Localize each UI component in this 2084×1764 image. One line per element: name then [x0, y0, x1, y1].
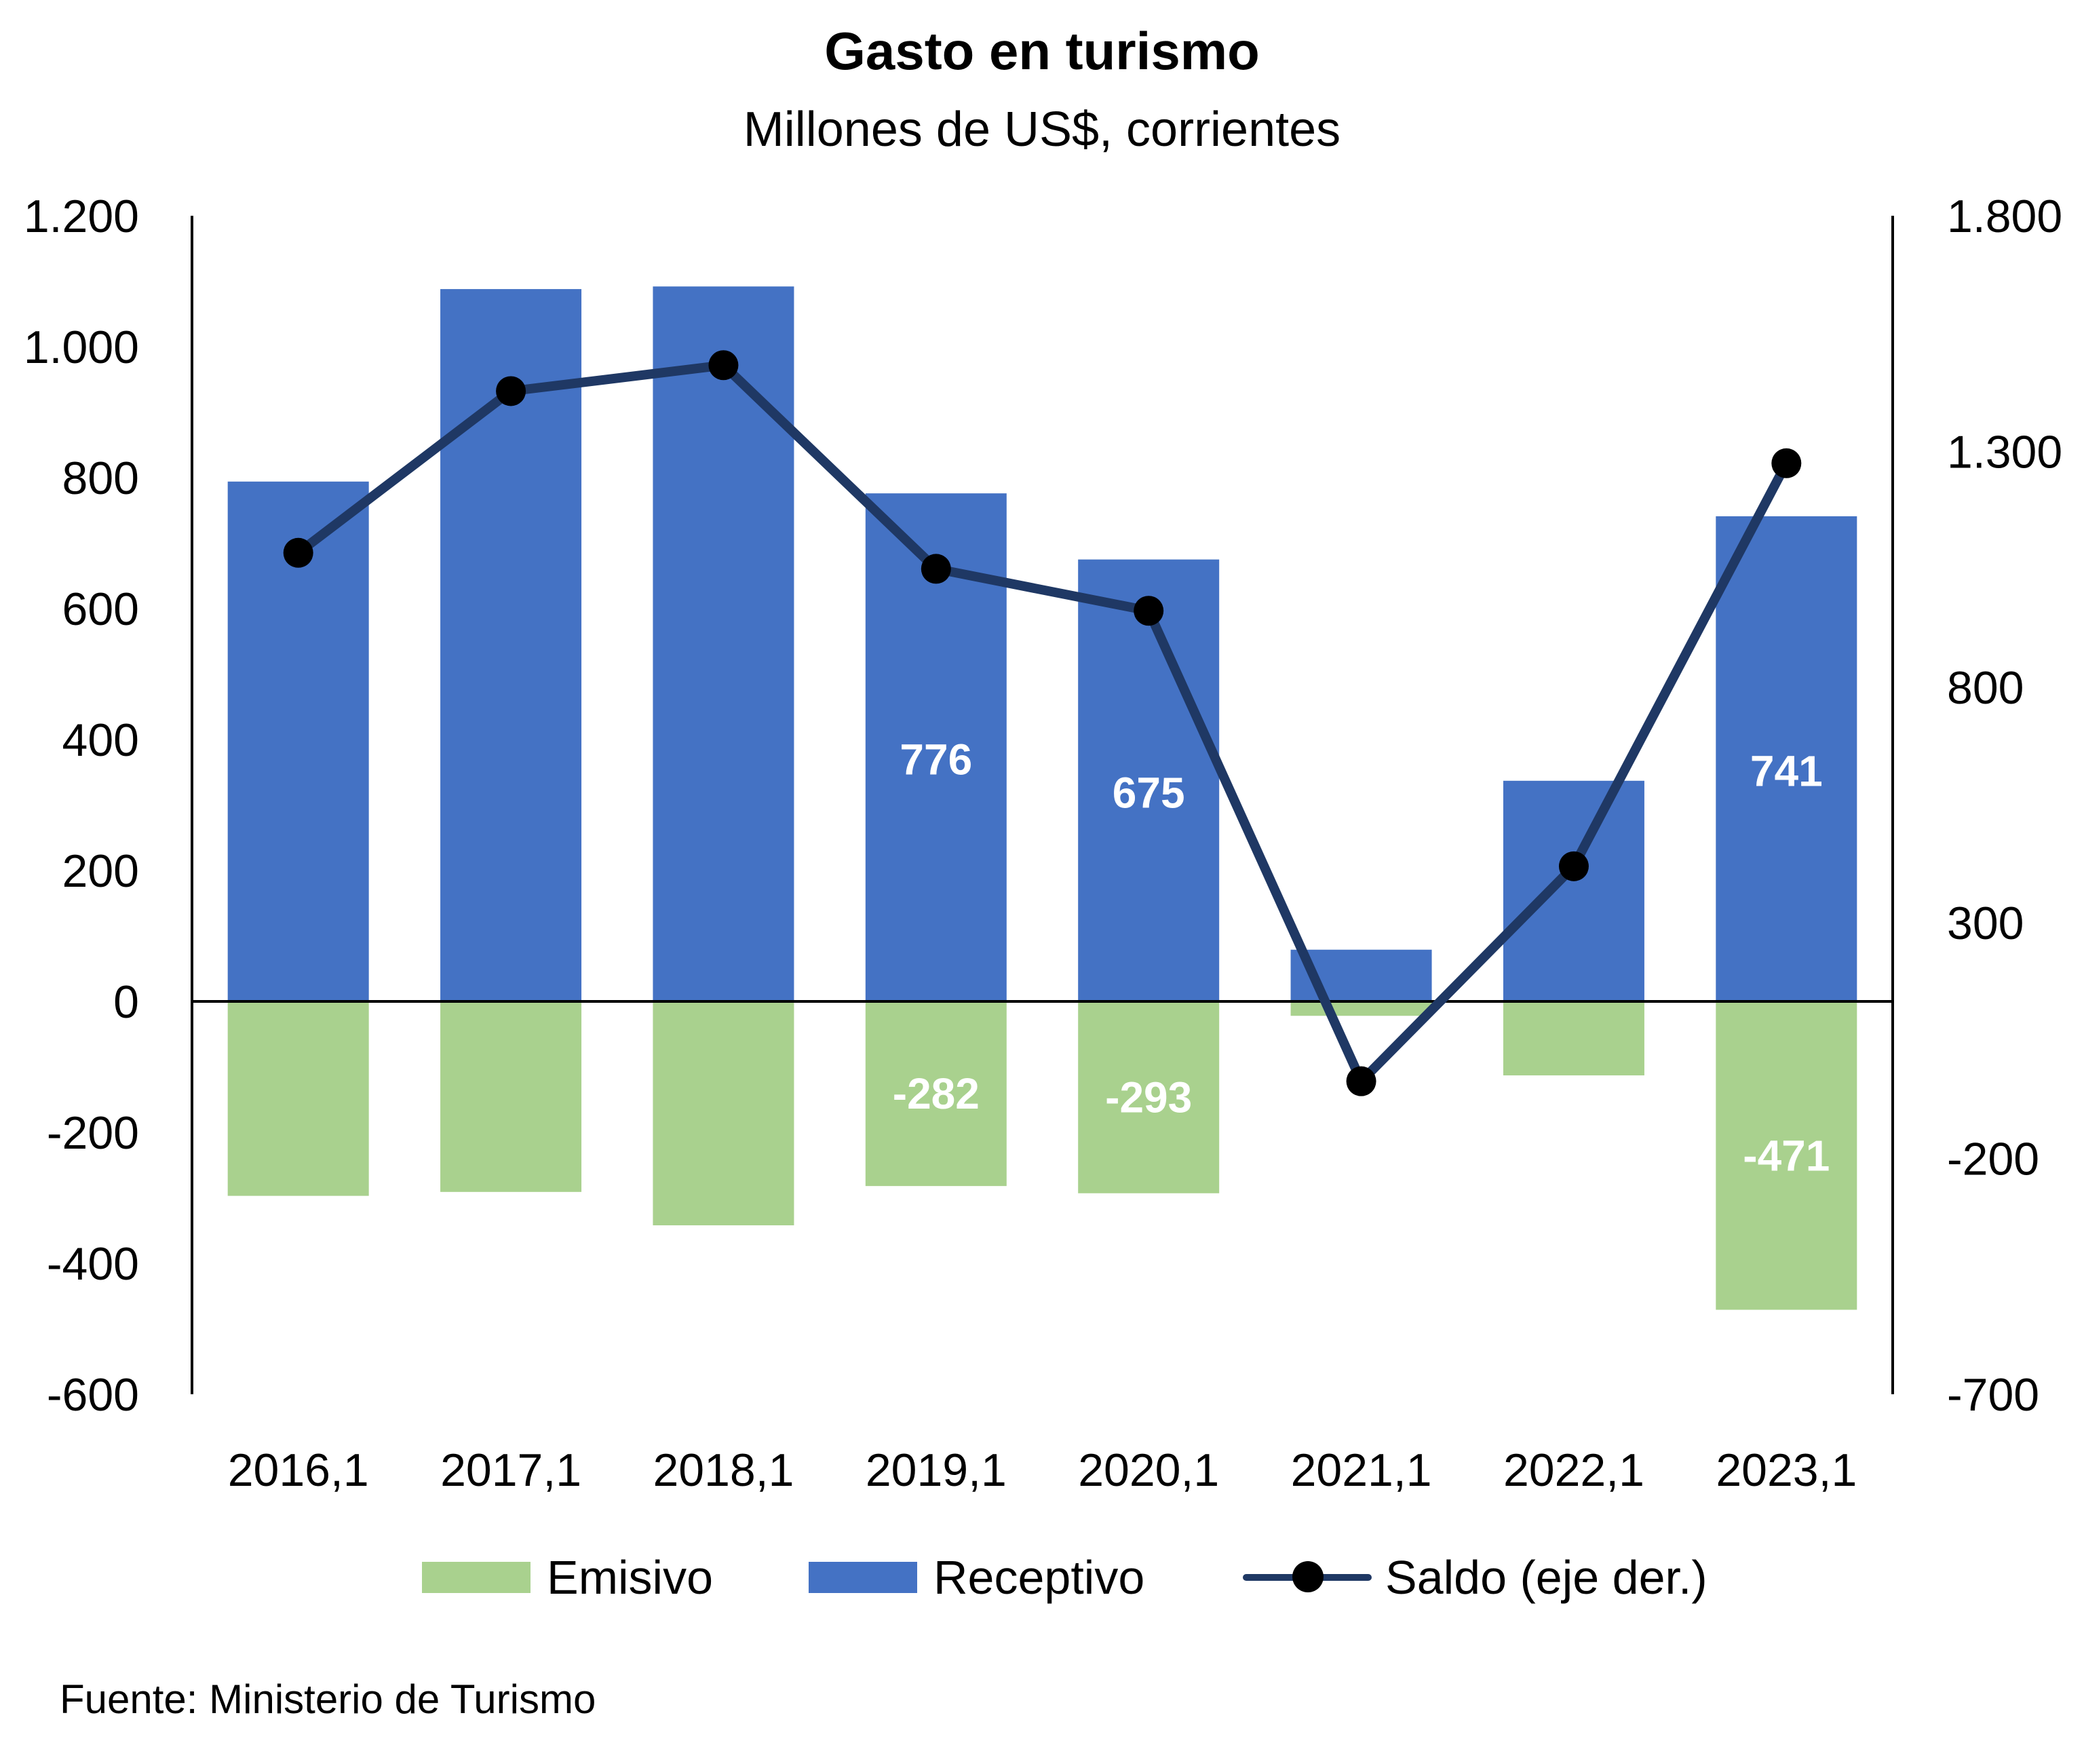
legend-swatch-receptivo — [809, 1562, 917, 1593]
x-tick-label: 2020,1 — [1078, 1444, 1219, 1496]
point-saldo-2021,1 — [1346, 1066, 1376, 1096]
bar-emisivo-2020,1 — [1078, 1001, 1220, 1193]
y-left-tick-label: 600 — [62, 583, 139, 635]
bar-emisivo-2023,1 — [1716, 1001, 1857, 1310]
y-left-tick-label: 800 — [62, 453, 139, 504]
legend: Emisivo Receptivo Saldo (eje der.) — [0, 1547, 2084, 1608]
legend-swatch-emisivo — [422, 1562, 530, 1593]
bar-emisivo-2021,1 — [1290, 1001, 1432, 1016]
point-saldo-2022,1 — [1558, 851, 1589, 881]
x-tick-label: 2016,1 — [228, 1444, 369, 1496]
bar-receptivo-2018,1 — [653, 286, 794, 1002]
source-note: Fuente: Ministerio de Turismo — [60, 1676, 596, 1722]
y-right-tick-label: 300 — [1947, 898, 2024, 949]
point-saldo-2023,1 — [1771, 448, 1802, 478]
y-right-tick-label: 1.300 — [1947, 426, 2062, 478]
legend-label-saldo: Saldo (eje der.) — [1385, 1551, 1707, 1604]
legend-item-saldo: Saldo (eje der.) — [1243, 1547, 1707, 1608]
legend-label-receptivo: Receptivo — [933, 1551, 1145, 1604]
bar-receptivo-2017,1 — [440, 289, 582, 1002]
legend-swatch-saldo — [1243, 1561, 1372, 1593]
chart-title: Gasto en turismo — [824, 21, 1260, 81]
y-left-tick-label: -600 — [47, 1369, 139, 1421]
data-label: -282 — [893, 1069, 980, 1118]
point-saldo-2017,1 — [496, 376, 526, 406]
chart-subtitle: Millones de US$, corrientes — [743, 102, 1341, 157]
y-left-tick-label: 0 — [113, 976, 139, 1028]
bar-emisivo-2017,1 — [440, 1001, 582, 1192]
legend-item-emisivo: Emisivo — [422, 1547, 713, 1608]
y-right-tick-label: 1.800 — [1947, 191, 2062, 242]
point-saldo-2016,1 — [283, 537, 313, 568]
y-left-tick-label: 1.200 — [24, 191, 139, 242]
data-label: 675 — [1113, 768, 1185, 817]
bar-emisivo-2019,1 — [865, 1001, 1007, 1187]
data-label: -293 — [1105, 1073, 1192, 1121]
data-label: -471 — [1743, 1131, 1830, 1180]
y-left-tick-label: -200 — [47, 1107, 139, 1159]
bar-emisivo-2022,1 — [1503, 1001, 1644, 1076]
legend-item-receptivo: Receptivo — [809, 1547, 1144, 1608]
point-saldo-2018,1 — [708, 350, 739, 381]
y-left-tick-label: 200 — [62, 845, 139, 897]
y-right-tick-label: -200 — [1947, 1134, 2039, 1185]
y-left-tick-label: 1.000 — [24, 322, 139, 373]
y-right-tick-label: 800 — [1947, 662, 2024, 714]
x-tick-label: 2021,1 — [1291, 1444, 1432, 1496]
point-saldo-2020,1 — [1134, 596, 1164, 626]
y-left-tick-label: 400 — [62, 714, 139, 766]
legend-label-emisivo: Emisivo — [547, 1551, 714, 1604]
bar-emisivo-2016,1 — [227, 1001, 369, 1196]
point-saldo-2019,1 — [921, 554, 951, 584]
bar-receptivo-2020,1 — [1078, 559, 1220, 1001]
x-tick-label: 2019,1 — [866, 1444, 1007, 1496]
x-tick-label: 2022,1 — [1503, 1444, 1644, 1496]
bar-emisivo-2018,1 — [653, 1001, 794, 1226]
bar-receptivo-2022,1 — [1503, 780, 1644, 1001]
line-saldo — [293, 360, 1792, 1086]
x-tick-label: 2018,1 — [653, 1444, 794, 1496]
x-tick-label: 2023,1 — [1716, 1444, 1857, 1496]
bar-receptivo-2016,1 — [227, 481, 369, 1001]
y-left-tick-label: -400 — [47, 1238, 139, 1290]
x-tick-label: 2017,1 — [440, 1444, 581, 1496]
bar-receptivo-2023,1 — [1716, 516, 1857, 1001]
data-label: 741 — [1750, 746, 1823, 795]
y-right-tick-label: -700 — [1947, 1369, 2039, 1421]
data-label: 776 — [900, 735, 972, 784]
